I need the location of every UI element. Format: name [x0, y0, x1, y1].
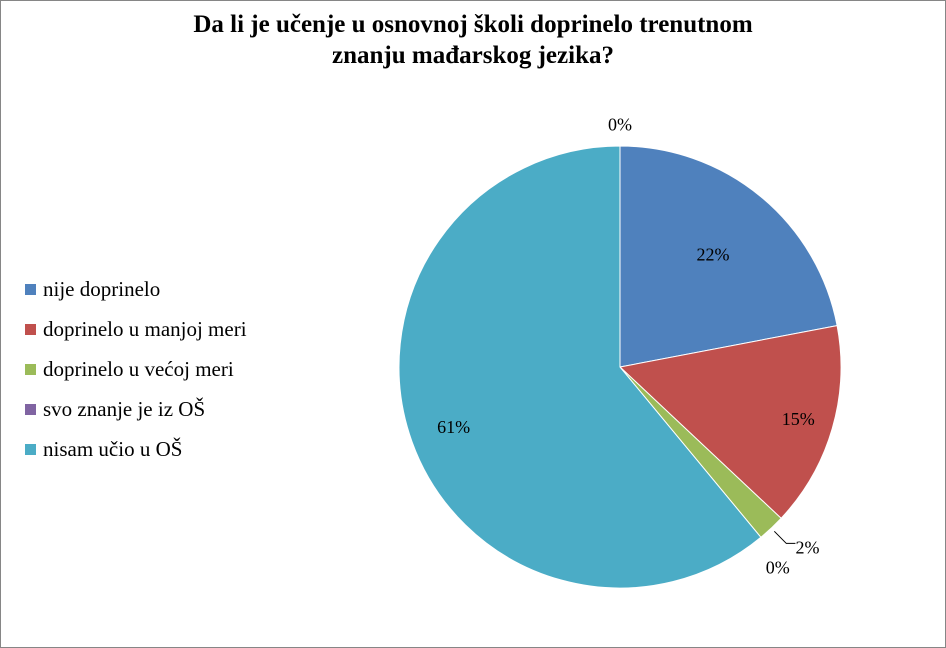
legend-label: nije doprinelo	[43, 276, 161, 301]
pie-slice-nisam-u-io-u-o	[398, 145, 762, 589]
legend-item-svo-znanje: svo znanje je iz OŠ	[25, 389, 247, 429]
chart-title: Da li je učenje u osnovnoj školi doprine…	[1, 9, 945, 71]
data-label-nije-doprinelo: 22%	[696, 245, 729, 265]
legend-label: doprinelo u većoj meri	[43, 356, 234, 381]
data-label-zero-top: 0%	[608, 115, 632, 135]
pie-slice-nije-doprinelo	[619, 145, 838, 368]
data-label-svo-znanje-je-iz-o: 0%	[766, 558, 790, 578]
data-label-doprinelo-u-manjoj-meri: 15%	[782, 409, 815, 429]
legend-item-manjoj-meri: doprinelo u manjoj meri	[25, 309, 247, 349]
data-label-doprinelo-u-ve-oj-meri: 2%	[795, 537, 819, 557]
legend-swatch	[25, 363, 36, 375]
data-label-nisam-u-io-u-o: 61%	[437, 417, 470, 437]
chart-title-line-2: znanju mađarskog jezika?	[332, 42, 614, 69]
pie-slices	[398, 145, 842, 589]
legend-label: nisam učio u OŠ	[43, 436, 183, 461]
legend-item-nisam-ucio: nisam učio u OŠ	[25, 429, 247, 469]
pie-labels: 22%15%2%0%61%0%	[437, 115, 819, 578]
legend-swatch	[25, 403, 36, 415]
pie-slice-doprinelo-u-manjoj-meri	[618, 325, 842, 519]
legend-item-vecoj-meri: doprinelo u većoj meri	[25, 349, 247, 389]
leader-line	[773, 530, 796, 544]
legend-item-nije-doprinelo: nije doprinelo	[25, 269, 247, 309]
legend-swatch	[25, 283, 36, 295]
legend-swatch	[25, 443, 36, 455]
legend-label: svo znanje je iz OŠ	[43, 396, 206, 421]
chart-title-line-1: Da li je učenje u osnovnoj školi doprine…	[193, 11, 753, 38]
legend-label: doprinelo u manjoj meri	[43, 316, 247, 341]
legend: nije doprinelo doprinelo u manjoj meri d…	[25, 269, 247, 469]
legend-swatch	[25, 323, 36, 335]
